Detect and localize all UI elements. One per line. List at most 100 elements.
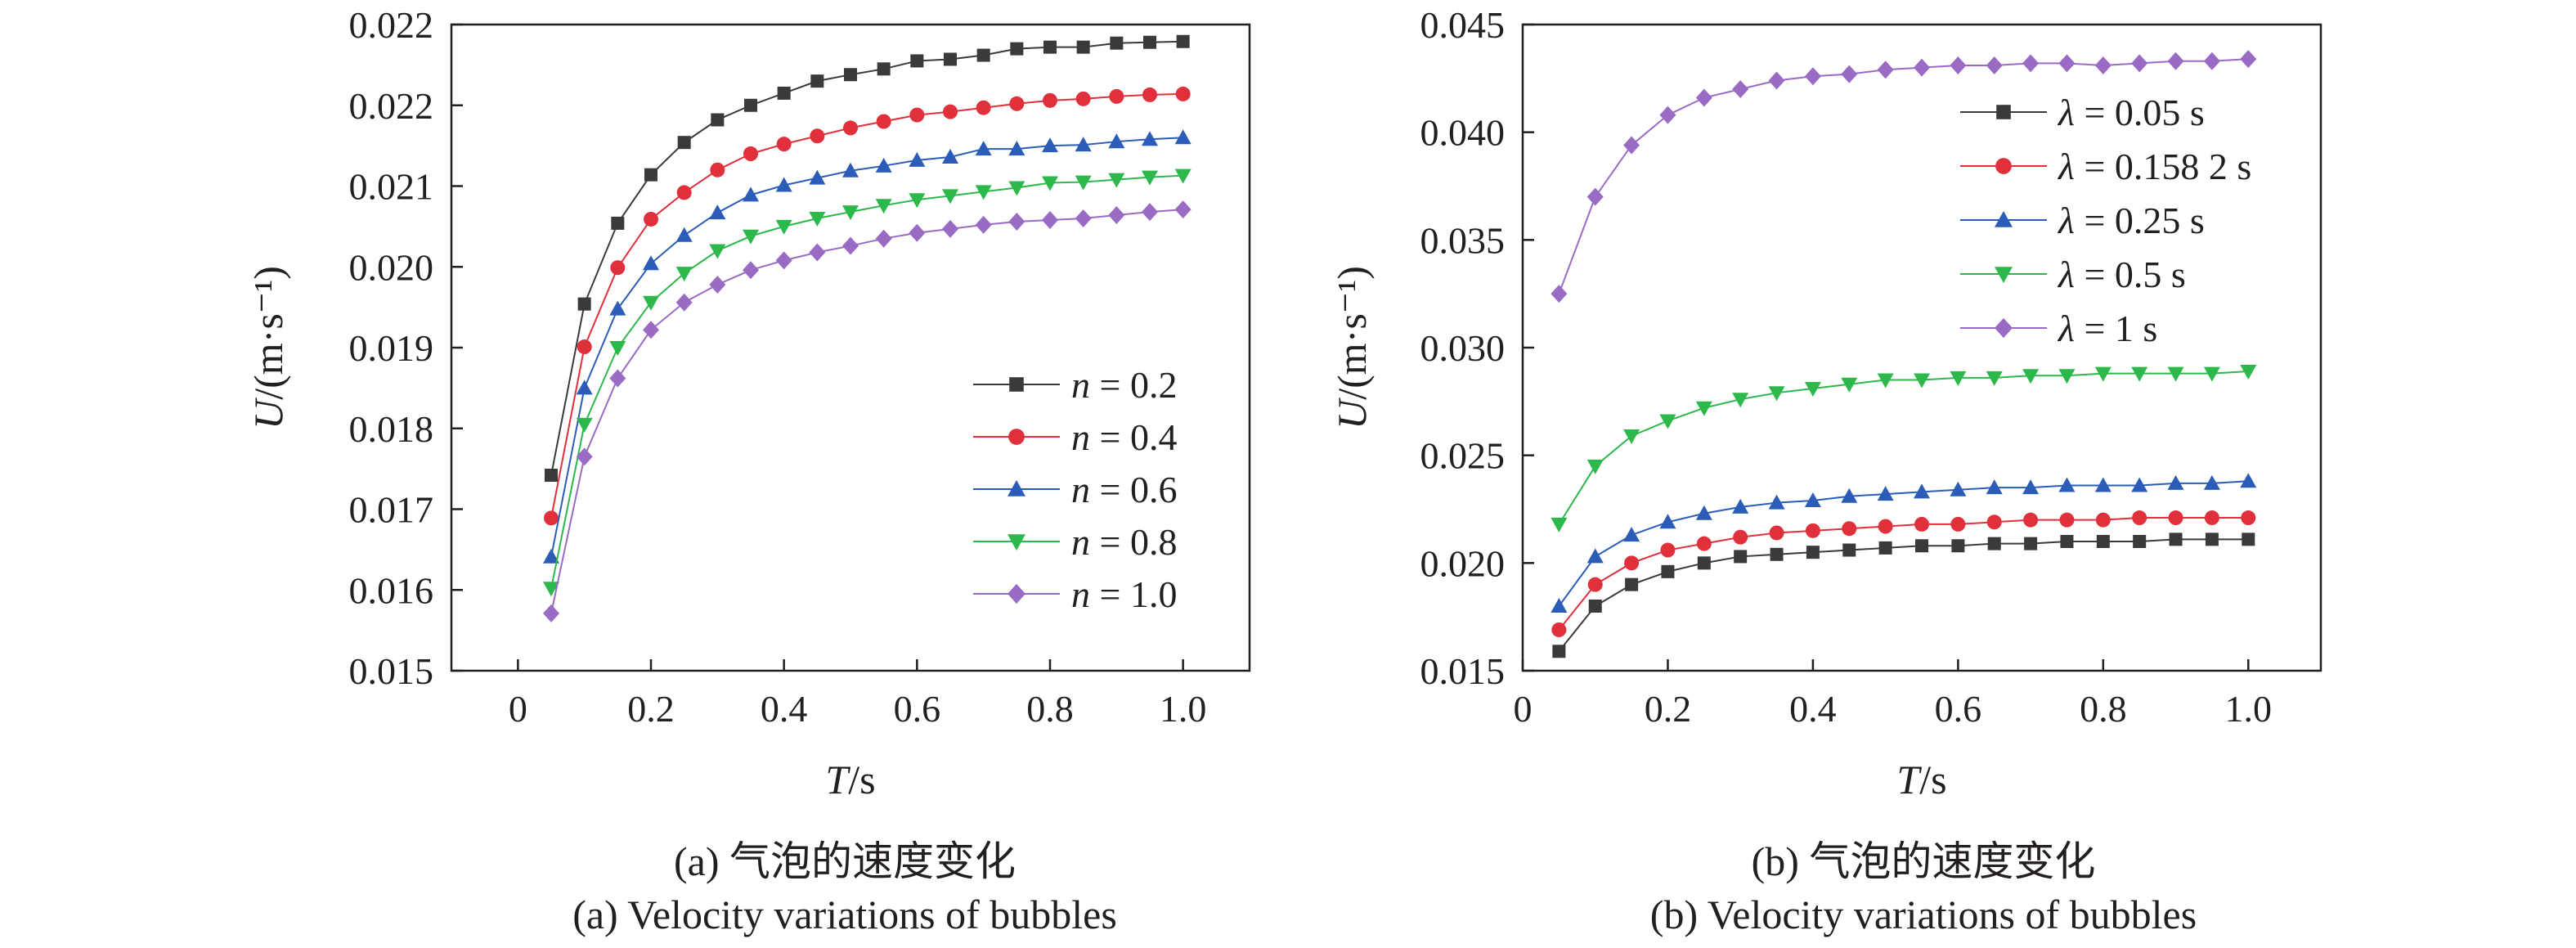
y-axis-label-b: U/(m·s⁻¹) (1329, 266, 1375, 429)
data-point-b-4 (2203, 366, 2220, 382)
legend-label-b-1: λ = 0.05 s (2057, 92, 2205, 133)
x-tick-label-b: 1.0 (2225, 688, 2273, 730)
data-point-a-5 (942, 219, 958, 238)
data-point-b-5 (1877, 61, 1894, 79)
data-point-a-4 (576, 417, 593, 433)
data-point-b-3 (2094, 477, 2112, 492)
legend-marker-b-3 (1995, 211, 2013, 227)
data-point-a-4 (1142, 170, 1158, 186)
data-point-a-4 (543, 582, 559, 597)
legend-label-a-5: n = 1.0 (1071, 573, 1177, 615)
data-point-a-1 (611, 216, 625, 230)
data-point-b-3 (1804, 492, 1821, 507)
x-axis-label-b: T/s (1896, 757, 1946, 802)
data-point-b-2 (2095, 512, 2111, 528)
data-point-a-4 (709, 244, 726, 259)
data-point-b-5 (2022, 54, 2040, 73)
series-line-b-1 (1558, 538, 2249, 652)
x-tick-label-a: 0.6 (894, 688, 941, 730)
data-point-a-5 (1008, 212, 1025, 231)
data-point-a-2 (577, 339, 592, 355)
data-point-b-5 (2240, 50, 2257, 69)
data-point-b-5 (1551, 285, 1568, 303)
data-point-a-4 (842, 205, 859, 221)
data-point-a-3 (675, 227, 693, 242)
data-point-a-4 (675, 267, 693, 282)
data-point-b-2 (2132, 510, 2147, 526)
data-point-a-4 (942, 189, 958, 204)
data-point-b-1 (1661, 564, 1675, 578)
data-point-b-1 (2242, 532, 2255, 546)
y-tick-label-a: 0.022 (349, 85, 434, 127)
data-point-b-4 (1623, 429, 1640, 444)
data-point-b-5 (1586, 187, 1604, 206)
legend-label-b-5: λ = 1 s (2057, 308, 2157, 349)
data-point-b-3 (2203, 474, 2220, 490)
y-tick-label-a: 0.019 (349, 327, 434, 369)
data-point-a-4 (1174, 168, 1192, 184)
data-point-b-2 (1551, 622, 1567, 637)
data-point-a-3 (875, 157, 892, 173)
data-point-b-1 (1770, 547, 1784, 561)
data-point-b-3 (1950, 481, 1967, 496)
data-point-b-3 (2131, 477, 2148, 492)
data-point-b-1 (1734, 550, 1748, 564)
legend-marker-a-4 (1008, 534, 1025, 550)
x-tick-label-b: 0.2 (1645, 688, 1692, 730)
data-point-b-5 (1914, 58, 1930, 77)
caption-a-zh: (a) 气泡的速度变化 (674, 838, 1016, 884)
data-point-a-3 (1075, 137, 1092, 152)
data-point-b-3 (1768, 494, 1785, 510)
data-point-b-4 (2131, 366, 2148, 382)
data-point-b-2 (2059, 512, 2075, 528)
x-tick-label-b: 0 (1514, 688, 1533, 730)
data-point-a-3 (543, 548, 559, 564)
data-point-a-2 (676, 185, 692, 200)
data-point-b-3 (1551, 598, 1568, 613)
data-point-a-5 (543, 604, 559, 622)
y-tick-label-a: 0.021 (349, 166, 434, 208)
data-point-a-2 (644, 211, 658, 227)
data-point-a-2 (544, 510, 559, 526)
data-point-a-4 (909, 193, 926, 209)
y-tick-label-b: 0.025 (1420, 435, 1506, 477)
data-point-b-3 (2058, 477, 2076, 492)
y-tick-label-a: 0.022 (349, 4, 434, 46)
data-point-b-4 (1551, 517, 1568, 532)
caption-b-zh: (b) 气泡的速度变化 (1752, 838, 2096, 884)
data-point-a-3 (942, 148, 958, 164)
data-point-a-4 (875, 199, 892, 214)
data-point-a-1 (677, 136, 691, 150)
data-point-a-2 (909, 107, 925, 123)
x-tick-label-a: 1.0 (1160, 688, 1207, 730)
data-point-a-1 (944, 52, 957, 66)
data-point-b-4 (1986, 371, 2003, 386)
data-point-b-4 (1659, 414, 1676, 429)
data-point-a-2 (776, 137, 792, 152)
data-point-a-1 (744, 98, 757, 112)
legend-label-a-4: n = 0.8 (1071, 521, 1177, 563)
data-point-a-3 (775, 177, 792, 192)
data-point-a-2 (610, 260, 626, 276)
series-line-a-3 (550, 137, 1183, 557)
x-tick-label-b: 0.6 (1935, 688, 1982, 730)
data-point-a-3 (842, 162, 859, 177)
data-point-b-1 (1625, 577, 1639, 591)
data-point-a-2 (876, 114, 891, 129)
data-point-a-4 (1075, 175, 1092, 191)
data-point-b-3 (2022, 479, 2040, 495)
data-point-a-3 (576, 380, 593, 395)
data-point-b-5 (2131, 54, 2148, 73)
data-point-b-1 (2096, 535, 2110, 548)
data-point-a-5 (909, 223, 926, 242)
data-point-b-1 (1915, 539, 1928, 553)
data-point-b-1 (1697, 556, 1711, 570)
x-tick-label-a: 0.4 (761, 688, 808, 730)
data-point-b-1 (2024, 537, 2038, 550)
legend-marker-b-1 (1996, 105, 2011, 119)
data-point-a-2 (1075, 91, 1091, 106)
data-point-a-5 (609, 369, 626, 388)
data-point-b-2 (1587, 577, 1603, 592)
data-point-b-5 (1986, 56, 2003, 75)
data-point-a-1 (711, 113, 725, 127)
